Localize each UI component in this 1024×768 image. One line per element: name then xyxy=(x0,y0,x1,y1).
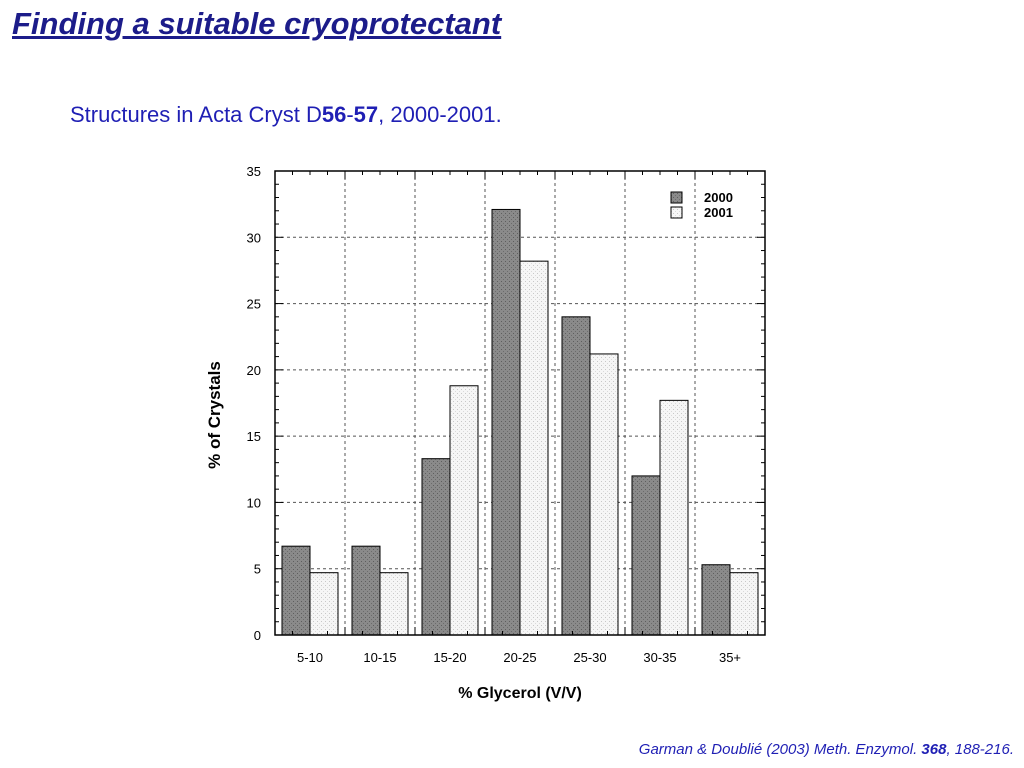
y-tick-label: 30 xyxy=(247,230,261,245)
bar-2000 xyxy=(561,316,591,636)
citation-volume: 368 xyxy=(921,741,947,758)
bar-2001 xyxy=(309,572,339,636)
bar-2000 xyxy=(631,475,661,636)
x-axis-ticks: 5-10 10-15 15-20 20-25 25-30 30-35 35+ xyxy=(274,171,766,665)
citation: Garman & Doublié (2003) Meth. Enzymol. 3… xyxy=(639,741,1014,758)
x-tick-label: 25-30 xyxy=(573,650,606,665)
subtitle-volume-b: 57 xyxy=(353,102,379,127)
citation-prefix: Garman & Doublié (2003) Meth. Enzymol. xyxy=(638,741,922,758)
subtitle-dash: - xyxy=(346,102,354,127)
plot-frame xyxy=(274,170,766,636)
y-tick-label: 5 xyxy=(254,562,261,577)
bar-2001 xyxy=(449,385,479,636)
bar-2000 xyxy=(421,458,451,636)
x-tick-label: 15-20 xyxy=(433,650,466,665)
x-axis-label: % Glycerol (V/V) xyxy=(458,685,582,702)
legend-label: 2001 xyxy=(704,205,733,220)
bar-2001 xyxy=(519,260,549,636)
subtitle-volume-a: 56 xyxy=(321,102,347,127)
bar-2000 xyxy=(281,545,311,636)
y-axis-label: % of Crystals xyxy=(205,361,224,469)
bar-2000 xyxy=(351,545,381,636)
x-tick-label: 30-35 xyxy=(643,650,676,665)
subtitle-prefix: Structures in Acta Cryst D xyxy=(70,102,322,127)
y-tick-label: 10 xyxy=(247,495,261,510)
legend-label: 2000 xyxy=(704,190,733,205)
y-tick-label: 35 xyxy=(247,164,261,179)
y-tick-label: 0 xyxy=(254,628,261,643)
bars xyxy=(281,208,759,636)
subtitle: Structures in Acta Cryst D56-57, 2000-20… xyxy=(70,102,502,128)
slide-title: Finding a suitable cryoprotectant xyxy=(12,6,502,41)
y-tick-label: 20 xyxy=(247,363,261,378)
x-tick-label: 20-25 xyxy=(503,650,536,665)
legend-swatch xyxy=(670,191,683,204)
bar-2001 xyxy=(379,572,409,636)
x-tick-label: 10-15 xyxy=(363,650,396,665)
y-axis-ticks: 0 5 10 15 20 25 30 35 xyxy=(247,164,765,643)
x-tick-label: 35+ xyxy=(719,650,741,665)
bar-2000 xyxy=(701,564,731,636)
y-tick-label: 15 xyxy=(247,429,261,444)
y-tick-label: 25 xyxy=(247,297,261,312)
citation-suffix: , 188-216. xyxy=(946,741,1014,758)
bar-2001 xyxy=(729,572,759,636)
x-tick-label: 5-10 xyxy=(297,650,323,665)
bar-2001 xyxy=(589,353,619,636)
subtitle-suffix: , 2000-2001. xyxy=(378,102,502,127)
bar-2000 xyxy=(491,208,521,636)
legend-swatch xyxy=(670,206,683,219)
bar-2001 xyxy=(659,399,689,636)
